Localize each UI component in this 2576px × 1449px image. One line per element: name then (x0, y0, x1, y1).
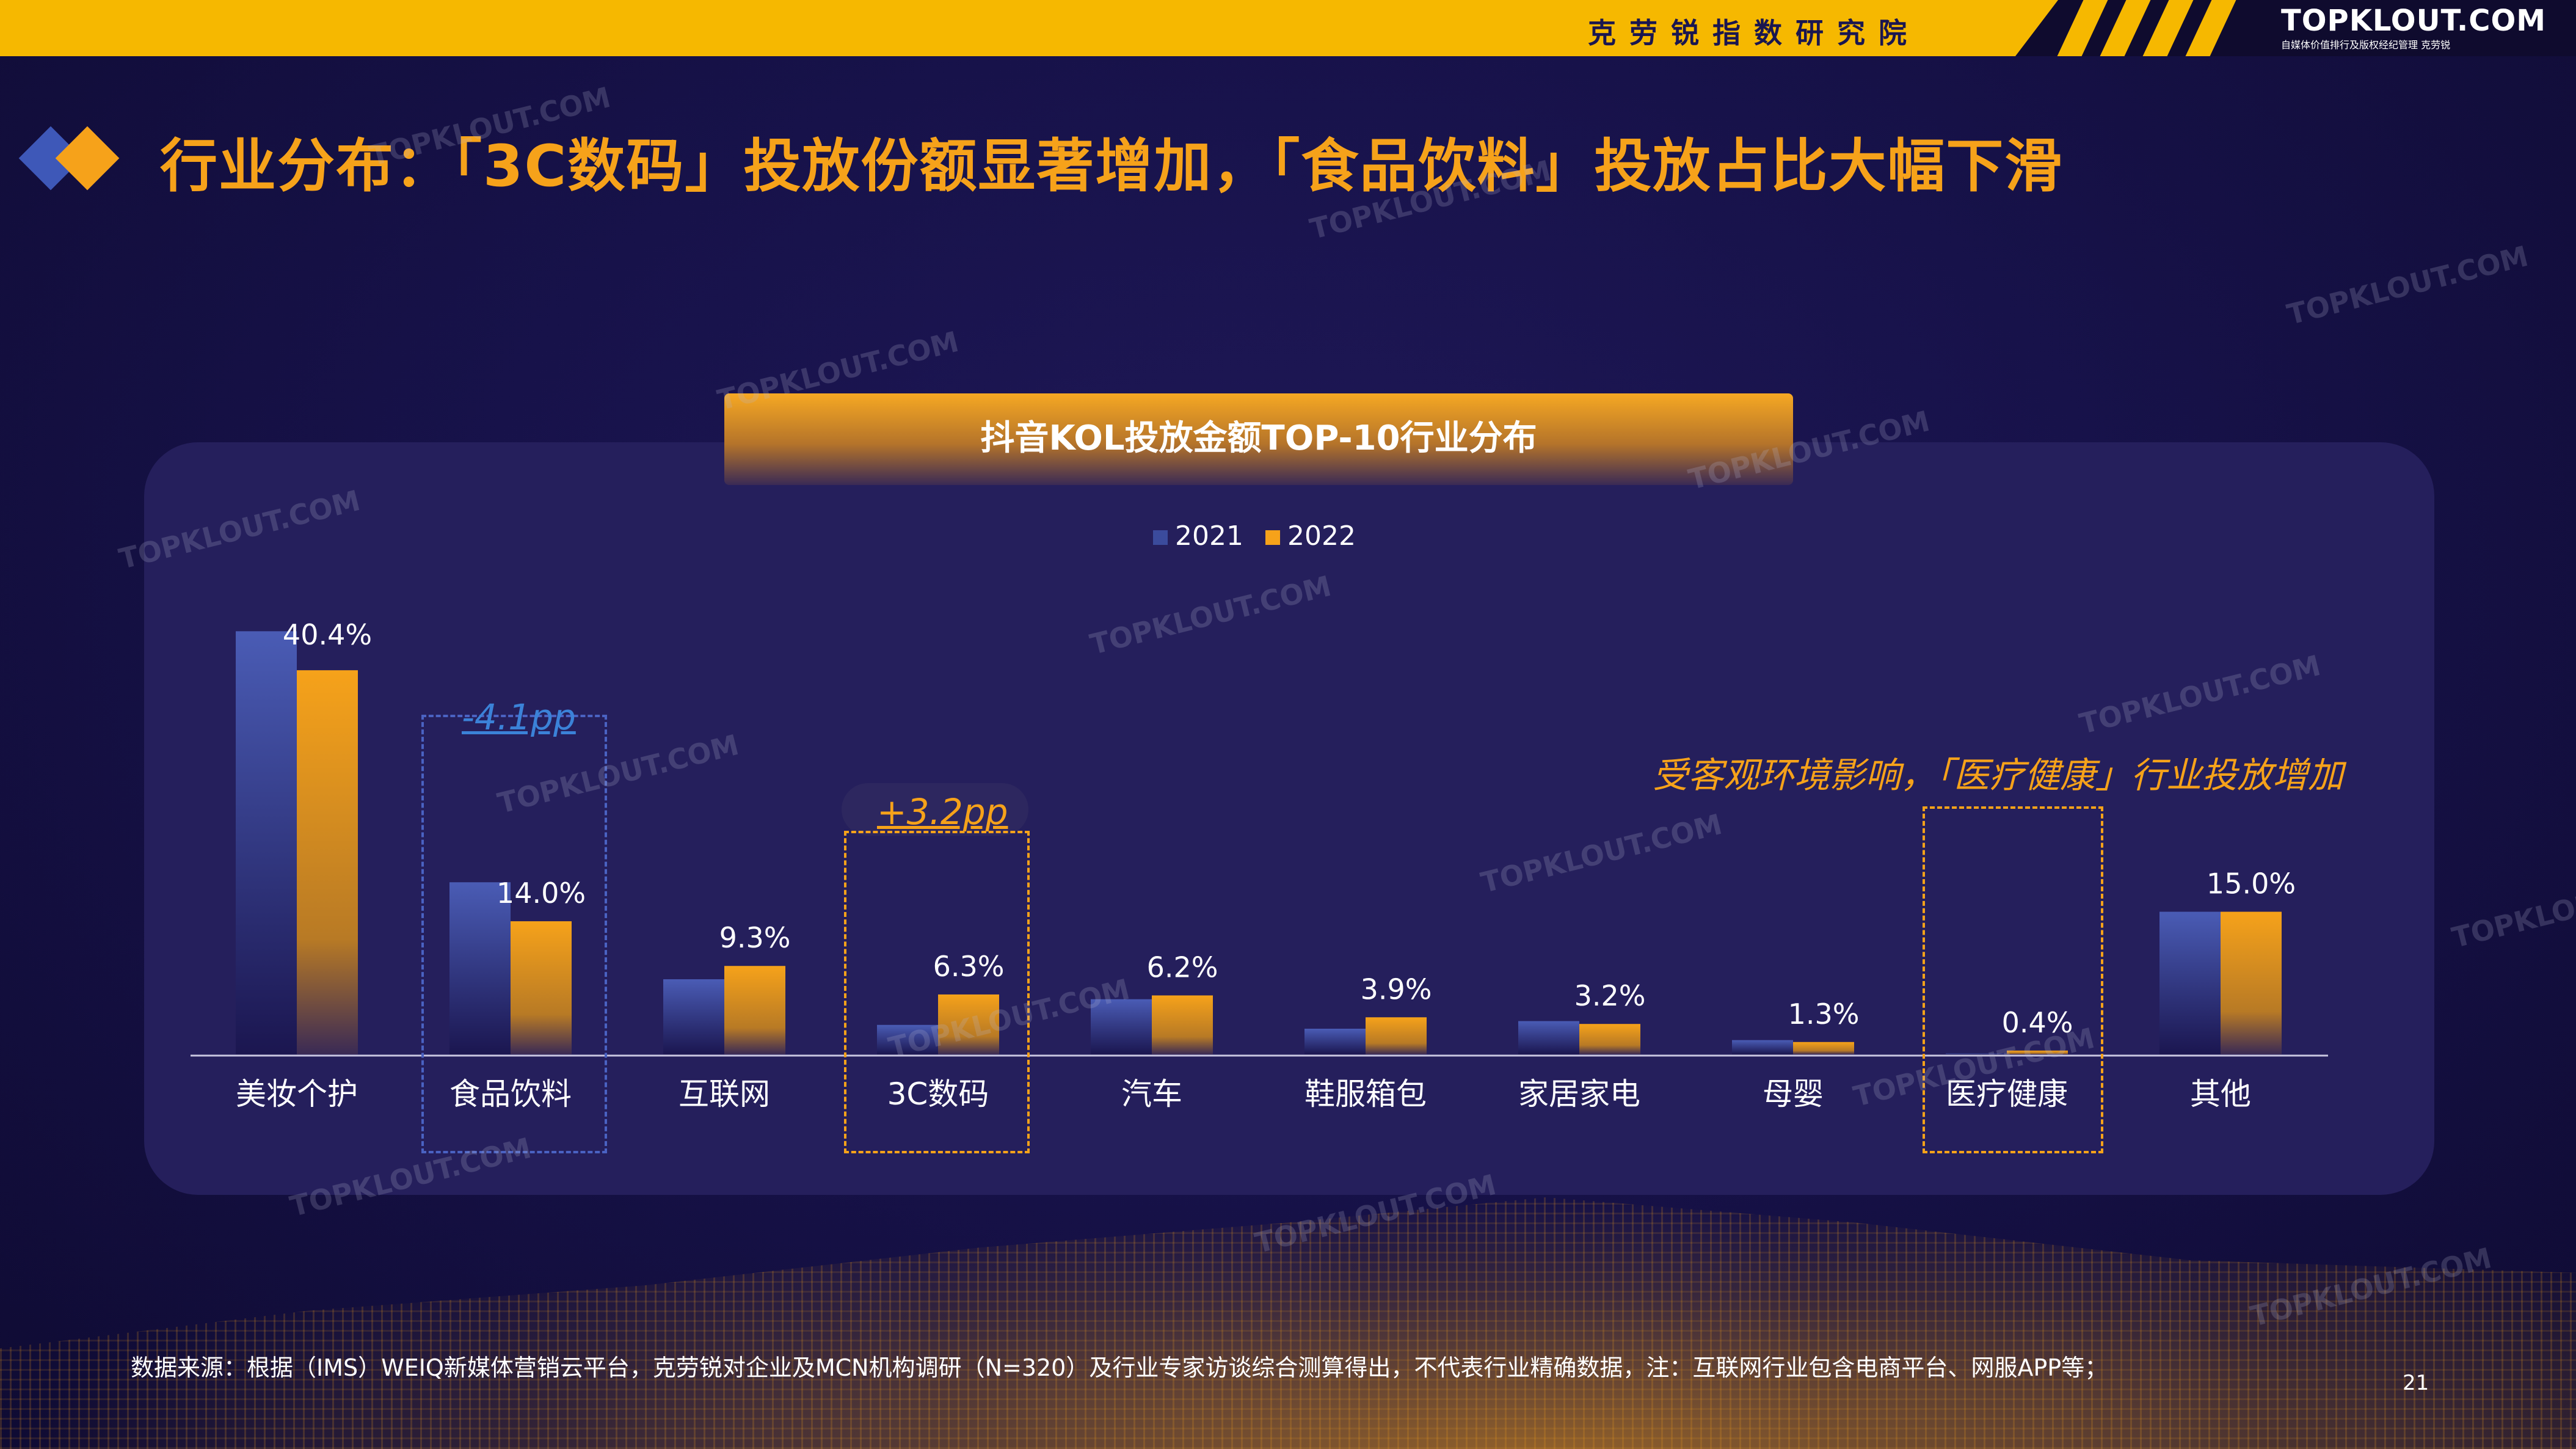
category-label-0: 美妆个护 (236, 1076, 358, 1112)
bar-2022-5 (1366, 1017, 1427, 1054)
data-label-4: 6.2% (1147, 951, 1218, 984)
data-label-1: 14.0% (497, 877, 586, 910)
category-label-4: 汽车 (1121, 1076, 1182, 1112)
bar-2022-4 (1152, 995, 1213, 1054)
data-label-5: 3.9% (1361, 973, 1432, 1006)
data-label-2: 9.3% (719, 921, 791, 954)
category-label-5: 鞋服箱包 (1304, 1076, 1427, 1112)
category-label-9: 其他 (2190, 1076, 2251, 1112)
legend-swatch-2022 (1265, 530, 1280, 545)
data-label-7: 1.3% (1788, 998, 1860, 1031)
legend-item-2022: 2022 (1265, 520, 1356, 552)
bar-2021-1 (449, 882, 511, 1054)
bar-2022-9 (2221, 911, 2282, 1054)
bar-2022-2 (724, 966, 785, 1054)
annotation-food-change: -4.1pp (462, 696, 576, 738)
bar-2022-0 (297, 670, 358, 1054)
category-label-1: 食品饮料 (449, 1076, 572, 1112)
brand-cn-text: 克劳锐 (2421, 39, 2451, 51)
bar-2021-9 (2159, 911, 2221, 1054)
bar-2022-7 (1793, 1042, 1854, 1054)
bar-2022-3 (938, 994, 999, 1054)
annotation-bubble (842, 783, 1028, 836)
brand-subtitle: 自媒体价值排行及版权经纪管理 克劳锐 (2281, 37, 2538, 51)
bar-2021-5 (1304, 1028, 1366, 1054)
labels-group: 40.4% 美妆个护 14.0% 食品饮料 9.3% 互联网 6.3% 3C数码 6.2% 汽车 3… (236, 618, 2296, 1112)
legend-label-2021: 2021 (1175, 520, 1243, 552)
highlight-box-health (1923, 806, 2103, 1153)
legend-label-2022: 2022 (1287, 520, 1356, 552)
bar-2022-1 (511, 921, 572, 1054)
annotation-health-note: 受客观环境影响，「医疗健康」行业投放增加 (1653, 754, 2344, 796)
bar-2021-8 (1946, 1053, 2007, 1054)
legend-swatch-2021 (1153, 530, 1168, 545)
highlight-box-food (421, 715, 607, 1153)
bar-2021-7 (1732, 1040, 1793, 1054)
bar-2022-8 (2007, 1050, 2068, 1054)
bar-2021-3 (877, 1024, 938, 1054)
chart-title-box (724, 393, 1793, 485)
bar-2021-0 (236, 631, 297, 1054)
data-label-3: 6.3% (933, 950, 1005, 983)
chart-legend: 2021 2022 (1153, 520, 1369, 552)
chart-panel (144, 442, 2434, 1195)
category-label-7: 母婴 (1763, 1076, 1824, 1112)
data-source-note: 数据来源：根据（IMS）WEIQ新媒体营销云平台，克劳锐对企业及MCN机构调研（… (131, 1354, 2108, 1381)
bar-2021-2 (663, 979, 724, 1054)
page-number: 21 (2403, 1371, 2429, 1395)
data-label-9: 15.0% (2207, 867, 2296, 900)
bar-2021-4 (1091, 999, 1152, 1054)
legend-item-2021: 2021 (1153, 520, 1243, 552)
category-label-2: 互联网 (679, 1076, 770, 1112)
chart-title: 抖音KOL投放金额TOP-10行业分布 (980, 418, 1537, 458)
category-label-3: 3C数码 (887, 1076, 989, 1112)
data-label-6: 3.2% (1574, 979, 1646, 1012)
bar-2022-6 (1579, 1024, 1640, 1054)
bar-2021-6 (1518, 1021, 1579, 1054)
category-label-6: 家居家电 (1518, 1076, 1640, 1112)
highlight-box-3c (844, 831, 1030, 1153)
page-title: 行业分布：「3C数码」投放份额显著增加，「食品饮料」投放占比大幅下滑 (160, 133, 2064, 200)
data-label-0: 40.4% (283, 618, 372, 651)
category-label-8: 医疗健康 (1946, 1076, 2068, 1112)
brand-name: TOPKLOUT.COM (2281, 4, 2547, 38)
brand-logo: TOPKLOUT.COM 自媒体价值排行及版权经纪管理 克劳锐 (2281, 4, 2547, 51)
bars-group (236, 631, 2282, 1054)
org-name: 克劳锐指数研究院 (1588, 16, 1920, 49)
brand-sub-text: 自媒体价值排行及版权经纪管理 (2281, 39, 2418, 51)
annotation-3c-change: +3.2pp (877, 791, 1008, 833)
data-label-8: 0.4% (2002, 1006, 2073, 1039)
